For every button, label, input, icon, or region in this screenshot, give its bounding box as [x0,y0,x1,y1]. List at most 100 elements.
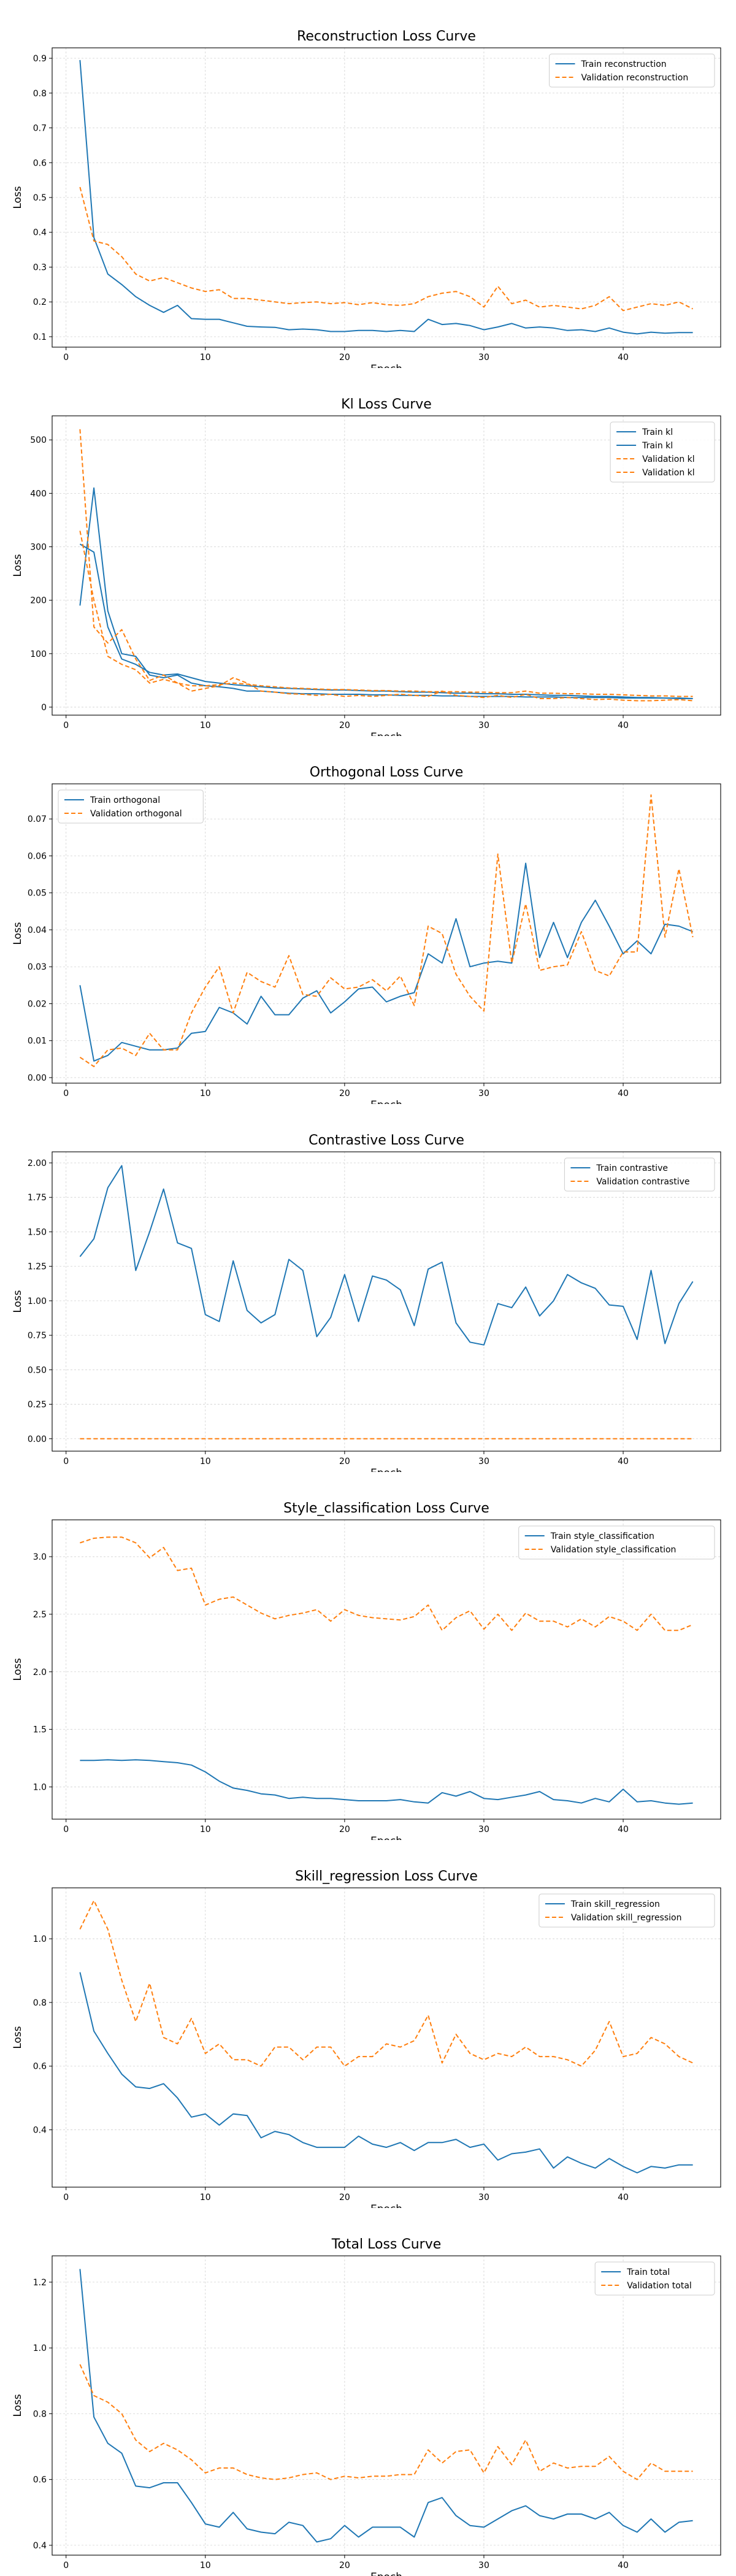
x-axis-label: Epoch [370,1835,402,1840]
series-line-train [80,1759,693,1805]
y-tick-label: 0.9 [33,54,47,64]
y-axis-label: Loss [12,186,24,209]
x-axis-label: Epoch [370,731,402,736]
loss-chart-4: Style_classification Loss Curve 0 10 20 30 40… [12,1501,721,1840]
y-axis-label: Loss [12,2394,24,2417]
legend-entry: Validation total [627,2281,692,2291]
x-tick-label: 30 [478,721,489,730]
y-tick-label: 0.25 [28,1400,47,1410]
x-tick-label: 0 [63,2193,69,2202]
y-tick-label: 0.6 [33,2062,47,2072]
legend-entry: Validation kl [642,468,695,478]
x-tick-label: 10 [200,721,211,730]
x-tick-label: 40 [618,1457,629,1466]
chart-title: Kl Loss Curve [341,397,432,412]
chart-title: Style_classification Loss Curve [283,1501,489,1516]
y-tick-label: 0.4 [33,2126,47,2136]
y-tick-label: 0.1 [33,332,47,342]
loss-chart-5: Skill_regression Loss Curve 0 10 20 30 40 0.4 0… [12,1869,721,2208]
y-axis-label: Loss [12,922,24,945]
series-line-validation [79,429,693,702]
legend-entry: Validation skill_regression [571,1913,682,1923]
y-tick-label: 0.8 [33,2409,47,2419]
x-tick-label: 0 [63,721,69,730]
series-line-train [79,862,693,1062]
y-tick-label: 0.8 [33,1998,47,2008]
y-tick-label: 1.5 [33,1725,47,1735]
y-tick-label: 1.2 [33,2278,47,2288]
y-axis-label: Loss [12,554,24,577]
y-tick-label: 0.03 [28,962,47,972]
x-tick-label: 20 [339,1089,350,1098]
chart-title: Total Loss Curve [331,2237,442,2252]
y-tick-label: 1.0 [33,1934,47,1944]
y-axis-label: Loss [12,1658,24,1681]
y-tick-label: 0.00 [28,1435,47,1444]
loss-chart-0: Reconstruction Loss Curve 0 10 20 30 40 0.1 0.2… [12,29,721,368]
series-line-train [79,2269,693,2543]
legend: Train skill_regression Validation skill_r… [539,1893,715,1928]
series-line-validation [79,1899,694,2067]
x-tick-label: 30 [478,1089,489,1098]
x-tick-label: 40 [618,2193,629,2202]
y-tick-label: 0.05 [28,889,47,899]
chart-title: Reconstruction Loss Curve [297,29,476,44]
y-tick-label: 0.6 [33,2475,47,2485]
series-line-train [79,1972,693,2174]
y-tick-label: 1.25 [28,1262,47,1272]
loss-chart-2: Orthogonal Loss Curve 0 10 20 30 40 0.00 0.01 0.… [12,765,721,1104]
y-tick-label: 0.3 [33,263,47,272]
y-tick-label: 3.0 [33,1552,47,1562]
plot-frame [52,1151,721,1452]
y-tick-label: 0.75 [28,1331,47,1341]
loss-chart-1: Kl Loss Curve0102030400100200300400500Ep… [12,397,721,736]
x-tick-label: 0 [63,1089,69,1098]
x-tick-label: 30 [478,2561,489,2570]
legend: Train orthogonal Validation orthogonal [58,789,204,824]
x-tick-label: 40 [618,721,629,730]
y-tick-label: 1.0 [33,2344,47,2353]
y-tick-label: 0.50 [28,1365,47,1375]
x-tick-label: 20 [339,2193,350,2202]
x-tick-label: 30 [478,2193,489,2202]
legend-box [539,1893,715,1928]
y-tick-label: 0.4 [33,228,47,238]
chart-title: Contrastive Loss Curve [309,1133,464,1148]
x-tick-label: 30 [478,353,489,362]
y-tick-label: 0.01 [28,1037,47,1046]
plot-frame [52,1887,721,2188]
x-tick-label: 30 [478,1457,489,1466]
x-tick-label: 40 [618,1825,629,1834]
legend-box [594,2261,715,2296]
y-tick-label: 1.50 [28,1227,47,1237]
series-line-train [79,487,693,699]
legend-box [58,789,204,824]
legend: Train style_classification Validation sty… [518,1525,715,1560]
x-tick-label: 20 [339,1825,350,1834]
x-tick-label: 30 [478,1825,489,1834]
x-axis-label: Epoch [370,1099,402,1104]
legend-entry: Train kl [642,427,673,437]
legend-entry: Validation kl [642,454,695,464]
x-tick-label: 10 [200,353,211,362]
legend-entry: Train kl [642,441,673,451]
x-tick-label: 40 [618,353,629,362]
y-tick-label: 1.00 [28,1297,47,1306]
y-tick-label: 0.7 [33,124,47,134]
x-tick-label: 0 [63,2561,69,2570]
legend-box [564,1157,715,1192]
y-tick-label: 200 [30,596,47,606]
y-tick-label: 0.04 [28,926,47,935]
legend-entry: Train style_classification [550,1531,654,1541]
x-tick-label: 10 [200,1457,211,1466]
y-tick-label: 0.00 [28,1073,47,1083]
y-tick-label: 0.5 [33,193,47,203]
y-tick-label: 100 [30,650,47,659]
x-tick-label: 20 [339,1457,350,1466]
x-tick-label: 10 [200,2193,211,2202]
series-line-validation [80,1536,693,1631]
legend-entry: Train skill_regression [570,1899,660,1909]
legend-box [549,53,715,88]
legend: Train kl Train kl Validation kl Validation … [610,421,715,483]
